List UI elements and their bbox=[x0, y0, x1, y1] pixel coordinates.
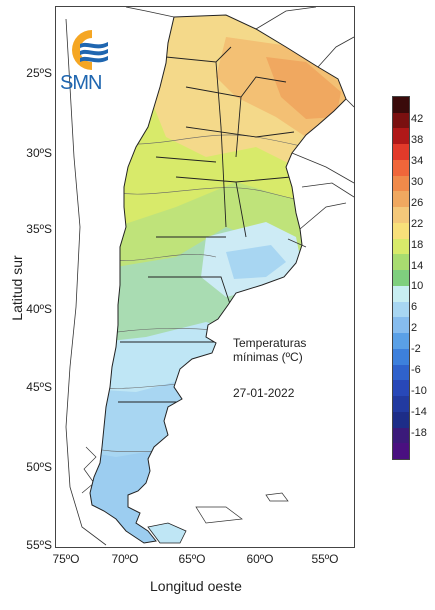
legend-color-cell bbox=[393, 97, 409, 114]
annotation-line2: mínimas (ºC) bbox=[233, 350, 303, 364]
legend-tick-label: 30 bbox=[411, 175, 424, 188]
lon-label-55: 55ºO bbox=[311, 552, 339, 566]
legend-tick-label: -18 bbox=[411, 427, 427, 440]
legend-color-cell bbox=[393, 364, 409, 381]
legend-color-cell bbox=[393, 238, 409, 255]
uruguay-outline bbox=[287, 182, 354, 248]
bolivia-border bbox=[125, 7, 317, 30]
legend-color-cell bbox=[393, 112, 409, 129]
legend-color-cell bbox=[393, 285, 409, 303]
lat-label-55: 55ºS bbox=[26, 538, 52, 552]
legend-tick-label: 38 bbox=[411, 133, 424, 146]
legend-color-cell bbox=[393, 207, 409, 224]
legend-color-cell bbox=[393, 427, 409, 444]
legend-color-cell bbox=[393, 333, 409, 350]
legend-color-cell bbox=[393, 222, 409, 240]
legend-tick-label: -10 bbox=[411, 385, 427, 398]
legend-color-cell bbox=[393, 270, 409, 287]
legend-color-cell bbox=[393, 159, 409, 177]
chile-coast bbox=[65, 18, 107, 546]
smn-logo-icon bbox=[72, 30, 108, 70]
legend-color-cell bbox=[393, 175, 409, 192]
legend-color-cell bbox=[393, 254, 409, 271]
legend-color-cell bbox=[393, 348, 409, 366]
map-date: 27-01-2022 bbox=[233, 386, 295, 400]
legend-color-cell bbox=[393, 411, 409, 429]
smn-logo-text: SMN bbox=[60, 72, 102, 94]
legend-tick-label: -2 bbox=[411, 343, 421, 356]
legend-color-cell bbox=[393, 443, 409, 460]
lat-label-25: 25ºS bbox=[26, 66, 52, 80]
x-axis-title: Longitud oeste bbox=[150, 578, 242, 594]
lon-label-75: 75ºO bbox=[52, 552, 80, 566]
annotation-line1: Temperaturas bbox=[233, 336, 307, 350]
legend-color-cell bbox=[393, 380, 409, 397]
legend-color-cell bbox=[393, 128, 409, 145]
legend-tick-label: -14 bbox=[411, 406, 427, 419]
legend-tick-label: 22 bbox=[411, 217, 424, 230]
southern-islands bbox=[81, 446, 289, 524]
legend-color-cell bbox=[393, 144, 409, 161]
legend-tick-label: 2 bbox=[411, 322, 418, 335]
lon-label-60: 60ºO bbox=[246, 552, 274, 566]
tierra-del-fuego bbox=[147, 522, 187, 544]
legend-tick-label: 6 bbox=[411, 301, 418, 314]
legend-color-cell bbox=[393, 301, 409, 318]
temperature-legend bbox=[392, 96, 410, 460]
legend-color-cell bbox=[393, 317, 409, 334]
lat-label-30: 30ºS bbox=[26, 146, 52, 160]
smn-logo bbox=[62, 26, 122, 94]
legend-tick-label: 18 bbox=[411, 238, 424, 251]
lat-label-50: 50ºS bbox=[26, 460, 52, 474]
map-frame bbox=[55, 6, 355, 548]
lon-label-65: 65ºO bbox=[178, 552, 206, 566]
legend-tick-label: 14 bbox=[411, 259, 424, 272]
lat-label-35: 35ºS bbox=[26, 222, 52, 236]
lat-label-45: 45ºS bbox=[26, 380, 52, 394]
brazil-border bbox=[291, 36, 354, 230]
legend-color-cell bbox=[393, 191, 409, 208]
map-annotation: Temperaturas mínimas (ºC) bbox=[233, 336, 306, 364]
y-axis-title: Latitud sur bbox=[9, 255, 25, 321]
legend-tick-label: 34 bbox=[411, 154, 424, 167]
argentina-outline bbox=[89, 14, 347, 544]
lon-label-70: 70ºO bbox=[111, 552, 139, 566]
legend-tick-label: 26 bbox=[411, 196, 424, 209]
legend-tick-label: -6 bbox=[411, 364, 421, 377]
legend-tick-label: 10 bbox=[411, 280, 424, 293]
legend-color-cell bbox=[393, 396, 409, 413]
legend-tick-label: 42 bbox=[411, 112, 424, 125]
argentina-temperature-map bbox=[65, 7, 354, 546]
lat-label-40: 40ºS bbox=[26, 302, 52, 316]
